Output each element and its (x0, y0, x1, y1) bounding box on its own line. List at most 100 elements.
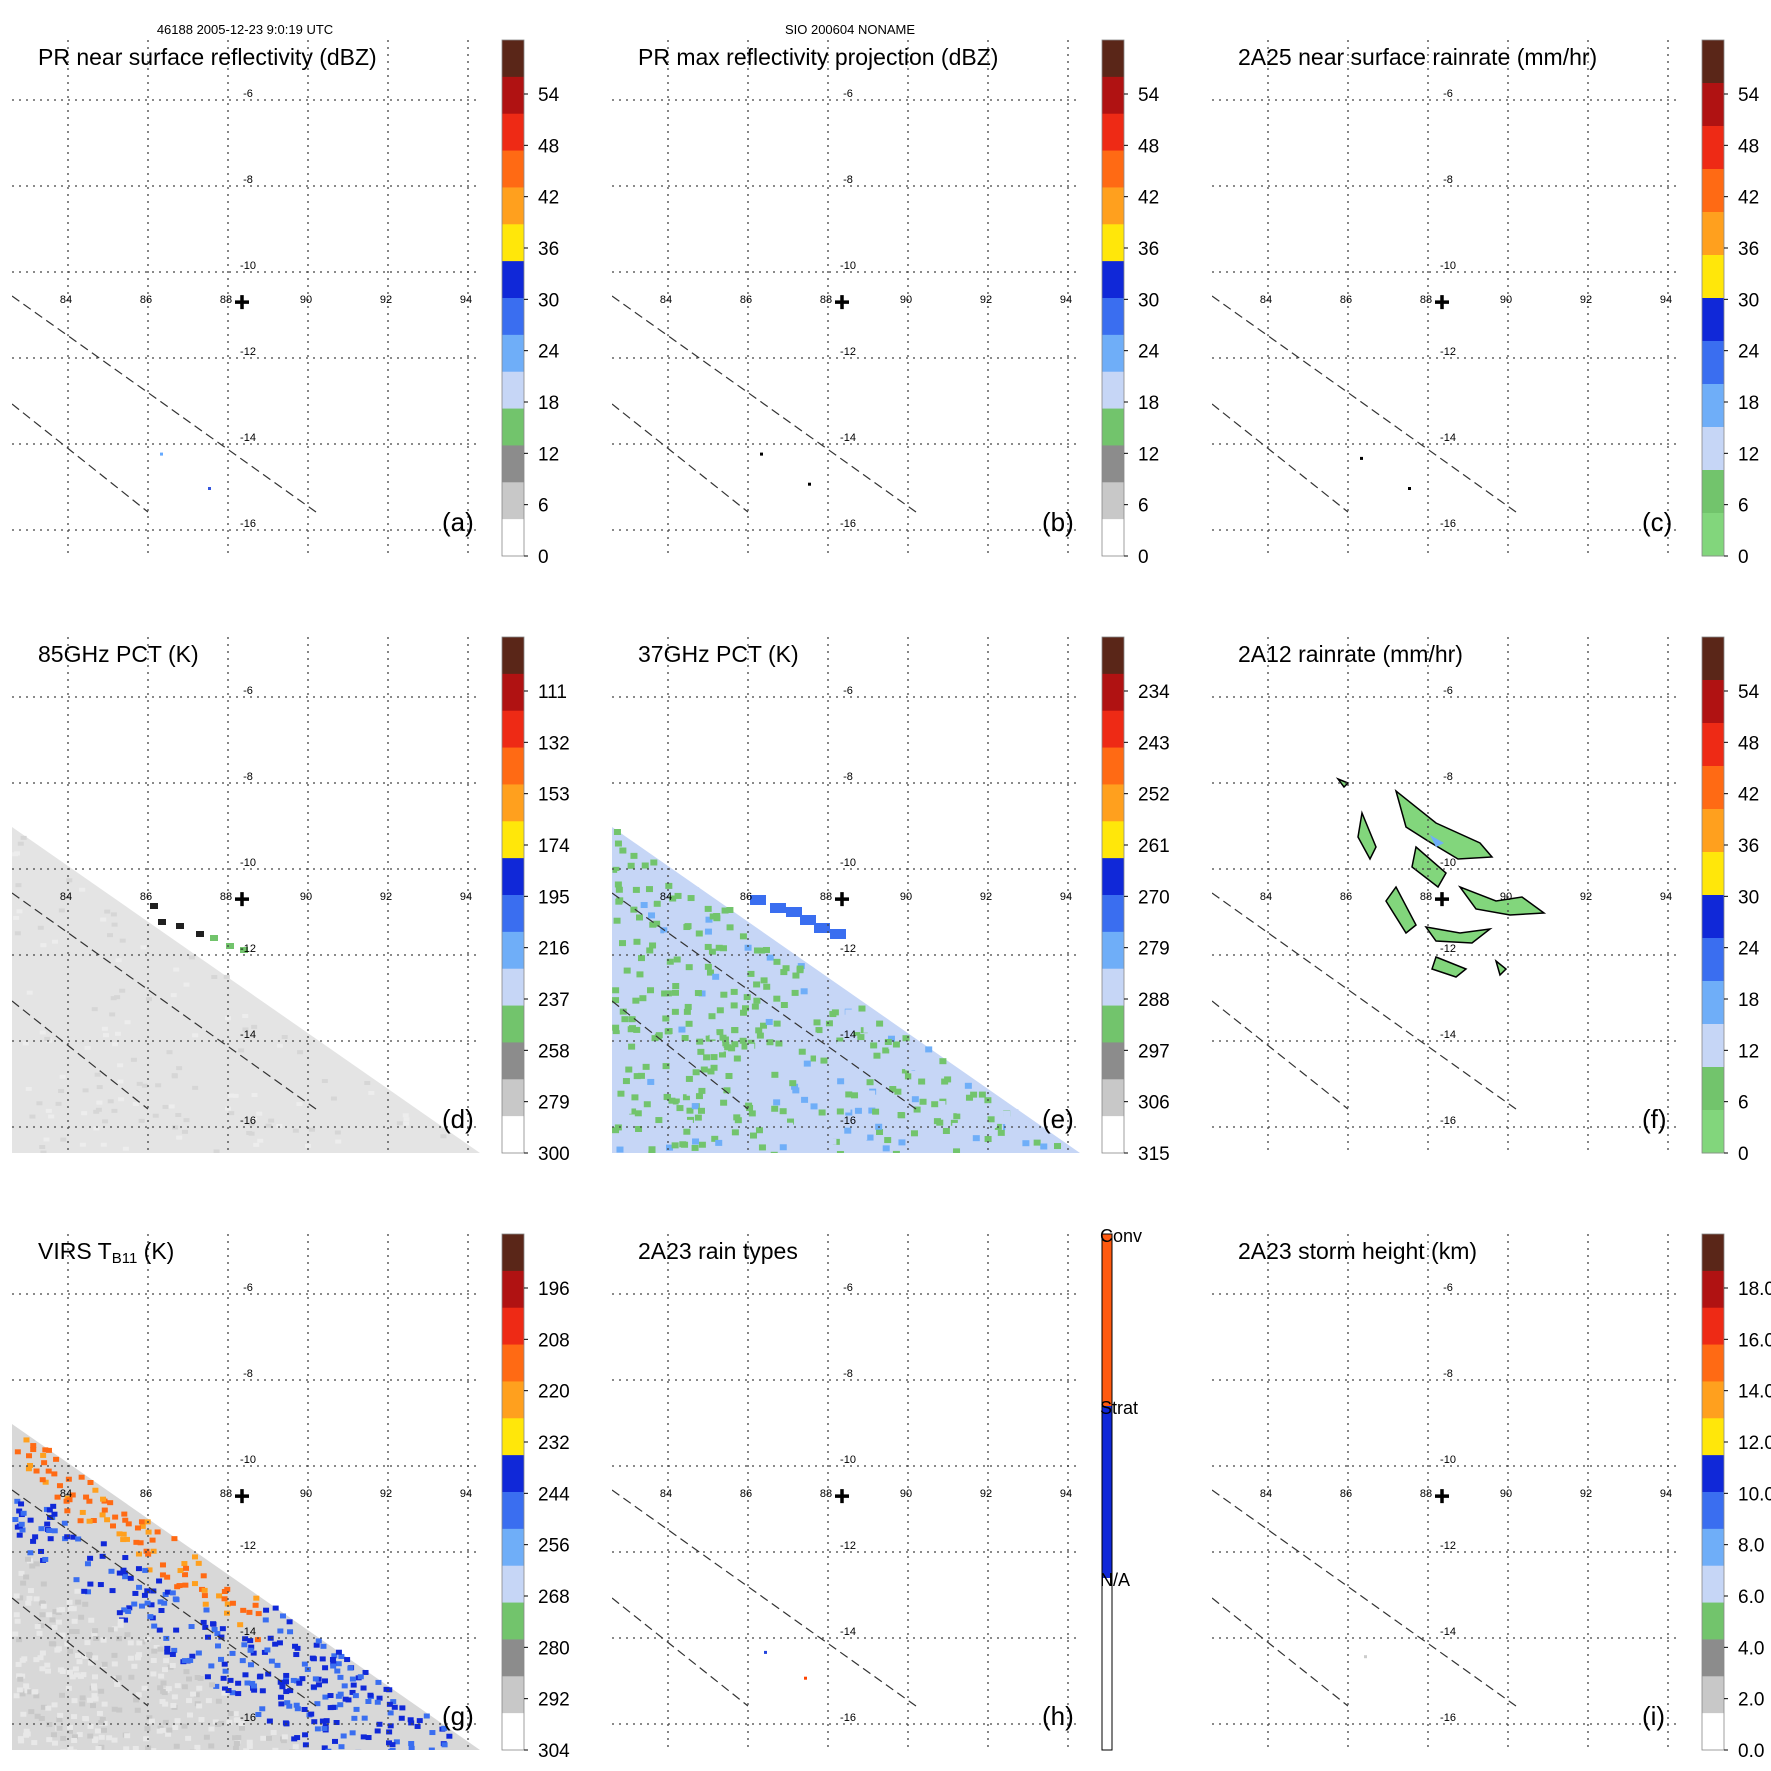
swath-texture (111, 1737, 118, 1743)
swath-texture (73, 1672, 80, 1678)
swath-texture (174, 1683, 181, 1689)
swath-texture (23, 1574, 30, 1580)
swath-texture (780, 969, 788, 976)
swath-texture (662, 1015, 670, 1022)
lon-tick-label: 88 (1420, 1488, 1432, 1500)
swath-texture (939, 1058, 947, 1065)
swath-texture (33, 1596, 40, 1602)
swath-texture (726, 924, 734, 931)
swath-texture (648, 1151, 656, 1153)
colorbar-segment (1702, 1713, 1724, 1751)
swath-texture (186, 1712, 193, 1718)
swath-texture (731, 1041, 739, 1048)
swath-texture (37, 1655, 44, 1661)
colorbar-segment (502, 1565, 524, 1604)
swath-texture (753, 947, 761, 954)
swath-texture (643, 1101, 651, 1108)
swath-texture (901, 1069, 909, 1076)
swath-texture (72, 1666, 79, 1672)
cold-pixel (800, 915, 816, 925)
swath-texture (132, 1590, 139, 1596)
swath-texture (337, 1702, 344, 1708)
lat-tick-label: -14 (840, 1626, 856, 1638)
swath-texture (360, 1685, 367, 1691)
swath-texture (215, 1698, 222, 1704)
colorbar-frame (1701, 636, 1725, 1154)
panel-title-text: PR max reflectivity projection (dBZ) (638, 44, 998, 70)
swath-texture (640, 902, 648, 909)
swath-texture (242, 1027, 249, 1032)
colorbar-segment (1102, 637, 1124, 675)
swath-texture (260, 1735, 267, 1741)
swath-edge (612, 1000, 749, 1110)
swath-texture (92, 1674, 99, 1680)
swath-texture (20, 1580, 27, 1586)
swath-texture (67, 1724, 74, 1730)
swath-texture (685, 964, 693, 971)
swath-texture (220, 1675, 227, 1681)
colorbar-label: 54 (538, 85, 560, 106)
lat-tick-label: -8 (843, 1368, 853, 1380)
swath-texture (766, 954, 774, 961)
swath-texture (83, 1494, 90, 1500)
colorbar-segment (1702, 981, 1724, 1025)
map-area: 84 86 88 90 92 94-6-8-10-12-14-16 (1212, 40, 1680, 556)
swath-texture (707, 1068, 715, 1075)
swath-texture (25, 1556, 32, 1562)
swath-texture (618, 940, 626, 947)
radar-pixel (208, 487, 211, 490)
swath-texture (156, 1578, 163, 1584)
lat-tick-label: -8 (1443, 174, 1453, 186)
colorbar-segment (1702, 1270, 1724, 1309)
swath-texture (612, 987, 620, 994)
swath-texture (77, 1673, 84, 1679)
colorbar-label: 6 (1738, 1093, 1749, 1114)
swath-texture (49, 1617, 56, 1623)
colorbar-segment (1702, 1528, 1724, 1567)
swath-edge (612, 1489, 917, 1707)
colorbar-segment (502, 298, 524, 336)
cold-pixel (750, 895, 766, 905)
swath-texture (122, 1574, 129, 1580)
swath-texture (918, 1078, 926, 1085)
swath-texture (221, 1661, 228, 1667)
lat-tick-label: -6 (843, 88, 853, 100)
swath-texture (26, 1462, 33, 1468)
map-area: 84 86 88 90 92 94-6-8-10-12-14-16 (12, 40, 480, 556)
swath-texture (16, 1532, 23, 1538)
swath-texture (997, 1129, 1005, 1136)
swath-texture (1047, 1152, 1055, 1153)
swath-texture (386, 1687, 393, 1693)
swath-texture (625, 1066, 633, 1073)
swath-texture (193, 1692, 200, 1698)
swath-texture (278, 1701, 285, 1707)
lat-tick-label: -16 (840, 1712, 856, 1724)
colorbar-label: 8.0 (1738, 1536, 1764, 1557)
colorbar-segment (502, 113, 524, 152)
colorbar-label: 153 (538, 785, 570, 806)
swath-texture (40, 943, 47, 948)
swath-texture (259, 1706, 266, 1712)
swath-texture (127, 1640, 134, 1646)
colorbar-segment (502, 1079, 524, 1117)
swath-texture (39, 1477, 46, 1483)
swath-texture (101, 1720, 108, 1726)
colorbar-label: 54 (1738, 682, 1760, 703)
swath-texture (927, 1079, 935, 1086)
panel-title-text: 85GHz PCT (K) (38, 641, 199, 667)
swath-texture (99, 1553, 106, 1559)
lon-tick-label: 84 (1260, 294, 1272, 306)
swath-texture (335, 1661, 342, 1667)
swath-texture (721, 958, 729, 965)
colorbar-label: 12 (538, 444, 559, 465)
swath-texture (1040, 1143, 1048, 1150)
swath-texture (248, 1644, 255, 1650)
swath-texture (755, 1027, 763, 1034)
swath-texture (836, 1037, 844, 1044)
swath-texture (291, 1736, 298, 1742)
swath-texture (25, 1600, 32, 1606)
swath-texture (53, 1456, 60, 1462)
swath-texture (717, 976, 725, 983)
colorbar-label: 252 (1138, 785, 1170, 806)
